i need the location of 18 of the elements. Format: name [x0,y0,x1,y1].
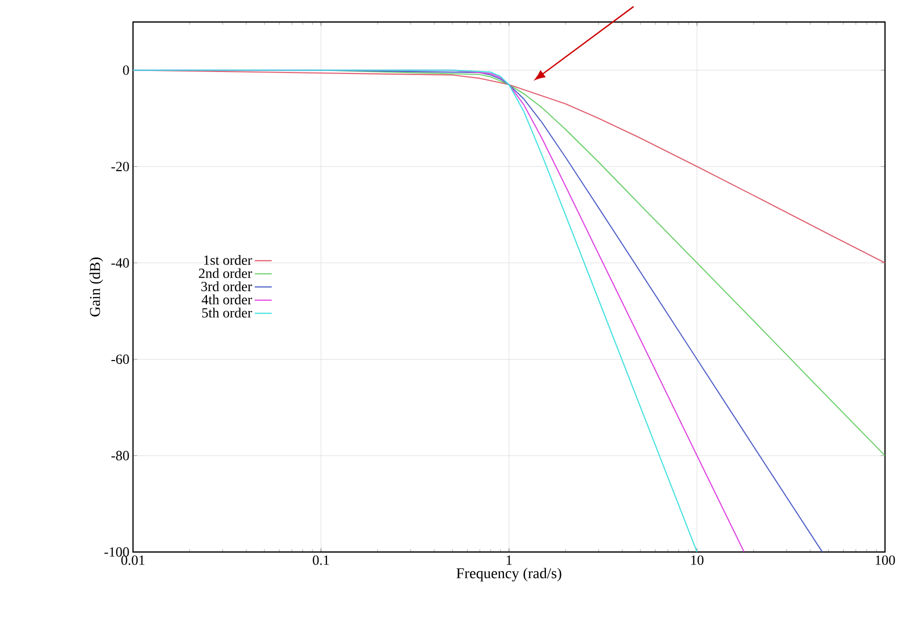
legend-label: 4th order [202,294,252,304]
y-axis-title: Gain (dB) [90,258,104,316]
x-tick-label: 100 [876,556,895,565]
y-tick-label: -40 [111,258,129,268]
legend-label: 5th order [202,308,252,318]
legend-label: 1st order [204,255,252,265]
y-tick-label: 0 [123,65,129,75]
x-tick-label: 0.1 [312,556,329,565]
y-tick-label: -20 [111,162,129,172]
y-tick-label: -80 [111,450,129,460]
y-tick-label: -60 [111,354,129,364]
x-tick-label: 10 [691,556,704,565]
y-tick-label: -100 [104,547,129,557]
x-axis-title: Frequency (rad/s) [456,568,562,582]
legend-label: 2nd order [198,268,252,278]
legend-label: 3rd order [201,281,252,292]
x-tick-label: 0.01 [121,556,144,565]
x-tick-label: 1 [506,555,512,565]
